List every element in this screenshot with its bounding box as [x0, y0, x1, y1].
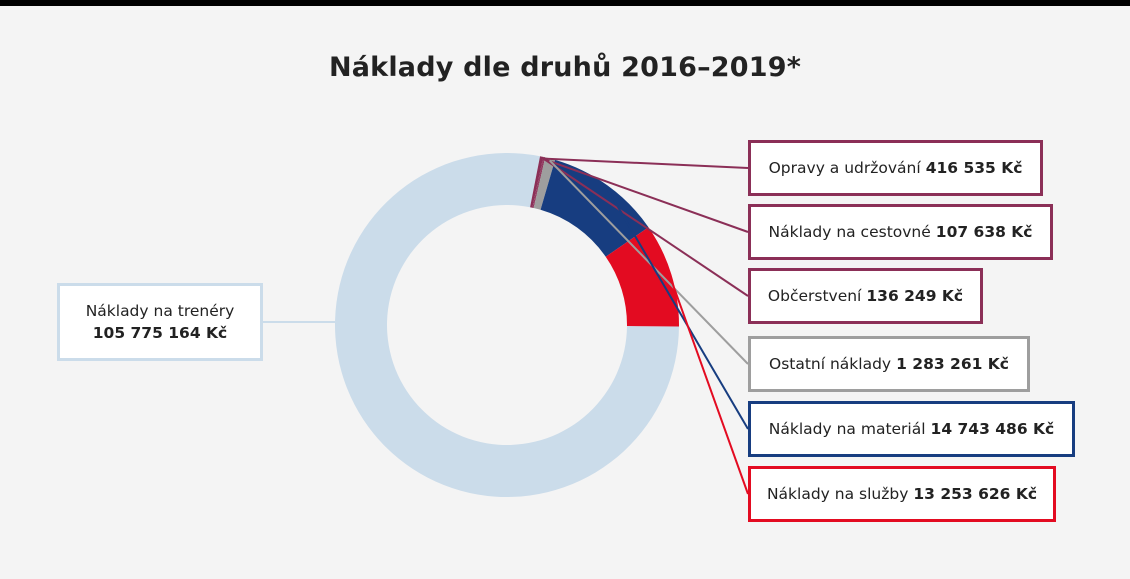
slice-naklady-na-trenery [334, 153, 679, 498]
chart-title: Náklady dle druhů 2016–2019* [328, 52, 802, 83]
slice-naklady-na-sluzby [605, 227, 680, 327]
slice-ostatni-naklady [533, 157, 556, 210]
leader-line-opravy-a-udrzovani [541, 157, 749, 169]
label-name: Opravy a udržování [768, 159, 921, 177]
label-name: Náklady na trenéry [85, 302, 235, 320]
label-ostatni-naklady: Ostatní náklady 1 283 261 Kč [748, 336, 1030, 392]
label-name: Náklady na služby [766, 485, 909, 503]
label-value: 136 249 Kč [866, 287, 964, 305]
label-name: Náklady na cestovné [768, 223, 931, 241]
label-naklady-na-material: Náklady na materiál 14 743 486 Kč [748, 401, 1075, 457]
label-value: 107 638 Kč [935, 223, 1033, 241]
label-value: 416 535 Kč [925, 159, 1023, 177]
slice-naklady-na-material [540, 159, 649, 257]
slice-obcerstveni [532, 157, 546, 208]
label-naklady-na-trenery: Náklady na trenéry 105 775 164 Kč [57, 283, 263, 361]
leader-line-naklady-na-sluzby [668, 274, 749, 495]
label-value: 105 775 164 Kč [92, 324, 228, 342]
leader-line-ostatni-naklady [548, 159, 749, 365]
leader-line-naklady-na-cestovne [542, 157, 749, 233]
label-opravy-a-udrzovani: Opravy a udržování 416 535 Kč [748, 140, 1043, 196]
label-naklady-na-sluzby: Náklady na služby 13 253 626 Kč [748, 466, 1056, 522]
top-bar [0, 0, 1130, 6]
leader-line-obcerstveni [543, 158, 749, 297]
leader-line-naklady-na-material [605, 186, 749, 430]
label-value: 1 283 261 Kč [896, 355, 1009, 373]
label-value: 14 743 486 Kč [930, 420, 1055, 438]
label-value: 13 253 626 Kč [913, 485, 1038, 503]
label-name: Občerstvení [767, 287, 862, 305]
slice-naklady-na-cestovne [532, 156, 545, 208]
label-obcerstveni: Občerstvení 136 249 Kč [748, 268, 983, 324]
label-naklady-na-cestovne: Náklady na cestovné 107 638 Kč [748, 204, 1053, 260]
slice-opravy-a-udrzovani [530, 156, 544, 208]
label-name: Ostatní náklady [769, 355, 892, 373]
label-name: Náklady na materiál [768, 420, 926, 438]
